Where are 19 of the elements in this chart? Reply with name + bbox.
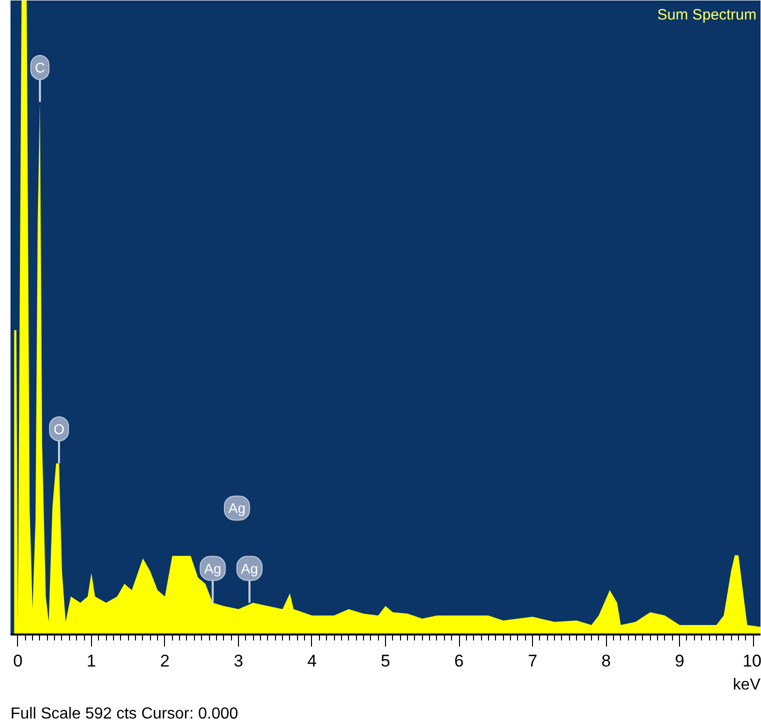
annotation: Ag (204, 560, 222, 576)
x-tick-label: 8 (601, 652, 611, 670)
x-tick-label: 1 (86, 652, 96, 670)
annotation: Ag (240, 560, 258, 576)
x-tick-label: 0 (13, 652, 23, 670)
x-tick-label: 2 (160, 652, 170, 670)
x-tick-label: 10 (742, 652, 761, 670)
annotation: O (54, 420, 65, 437)
x-tick-label: 6 (454, 652, 464, 670)
annotation: C (34, 60, 45, 76)
x-tick-label: 7 (528, 652, 538, 670)
x-tick-label: 5 (380, 652, 390, 670)
x-tick-label: 3 (234, 652, 244, 670)
chart-title: Sum Spectrum (657, 6, 757, 24)
x-axis-title: keV (732, 676, 761, 694)
x-tick-label: 4 (307, 652, 317, 670)
text: Full Scale 592 cts Cursor: 0.000 (10, 706, 238, 722)
x-tick-label: 9 (674, 652, 684, 670)
annotation: Ag (228, 500, 246, 516)
